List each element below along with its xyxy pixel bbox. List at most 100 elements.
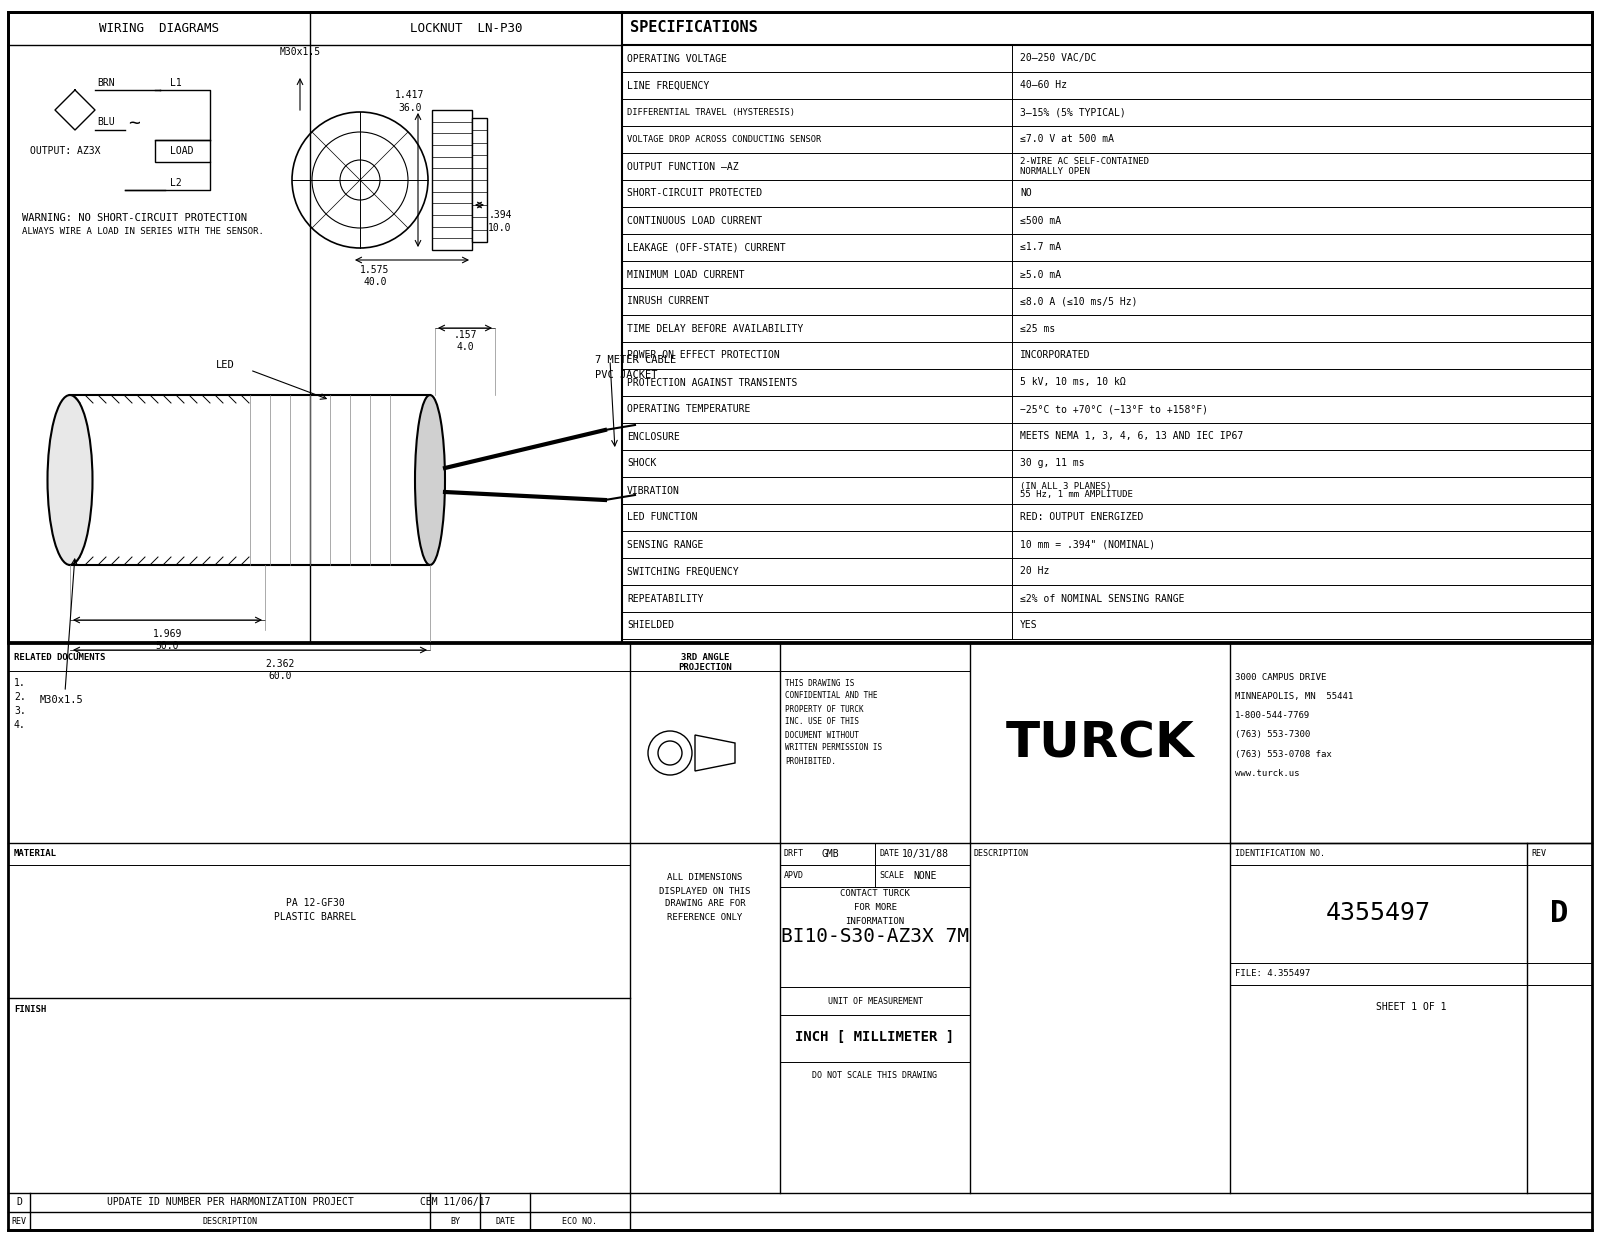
Text: NORMALLY OPEN: NORMALLY OPEN xyxy=(1021,167,1090,176)
Text: MINIMUM LOAD CURRENT: MINIMUM LOAD CURRENT xyxy=(627,270,744,280)
Text: DRFT: DRFT xyxy=(784,850,805,858)
Text: DO NOT SCALE THIS DRAWING: DO NOT SCALE THIS DRAWING xyxy=(813,1070,938,1080)
Text: YES: YES xyxy=(1021,621,1038,631)
Text: 20 Hz: 20 Hz xyxy=(1021,567,1050,576)
Bar xyxy=(155,140,210,162)
Text: ≤7.0 V at 500 mA: ≤7.0 V at 500 mA xyxy=(1021,135,1114,145)
Text: 1-800-544-7769: 1-800-544-7769 xyxy=(1235,711,1310,720)
Text: CONTACT TURCK: CONTACT TURCK xyxy=(840,888,910,898)
Text: CBM 11/06/17: CBM 11/06/17 xyxy=(419,1197,490,1207)
Text: PROJECTION: PROJECTION xyxy=(678,663,731,673)
Text: OUTPUT: AZ3X: OUTPUT: AZ3X xyxy=(30,146,101,156)
Text: LED FUNCTION: LED FUNCTION xyxy=(627,512,698,522)
Text: WRITTEN PERMISSION IS: WRITTEN PERMISSION IS xyxy=(786,743,882,752)
Text: 50.0: 50.0 xyxy=(155,641,179,651)
Text: DISPLAYED ON THIS: DISPLAYED ON THIS xyxy=(659,887,750,896)
Text: REV: REV xyxy=(11,1216,27,1226)
Text: INCORPORATED: INCORPORATED xyxy=(1021,350,1091,360)
Text: FOR MORE: FOR MORE xyxy=(853,903,896,912)
Text: .157: .157 xyxy=(453,330,477,340)
Text: VIBRATION: VIBRATION xyxy=(627,485,680,496)
Text: .394: .394 xyxy=(488,210,512,220)
Text: 30 g, 11 ms: 30 g, 11 ms xyxy=(1021,459,1085,469)
Text: ENCLOSURE: ENCLOSURE xyxy=(627,432,680,442)
Text: SHIELDED: SHIELDED xyxy=(627,621,674,631)
Text: IDENTIFICATION NO.: IDENTIFICATION NO. xyxy=(1235,850,1325,858)
Text: CONFIDENTIAL AND THE: CONFIDENTIAL AND THE xyxy=(786,691,877,700)
Bar xyxy=(472,118,486,242)
Text: INFORMATION: INFORMATION xyxy=(845,917,904,925)
Text: 10.0: 10.0 xyxy=(488,223,512,233)
Text: 40.0: 40.0 xyxy=(363,277,387,287)
Text: ≥5.0 mA: ≥5.0 mA xyxy=(1021,270,1061,280)
Text: ≤8.0 A (≤10 ms/5 Hz): ≤8.0 A (≤10 ms/5 Hz) xyxy=(1021,297,1138,307)
Text: 3000 CAMPUS DRIVE: 3000 CAMPUS DRIVE xyxy=(1235,673,1326,683)
Text: ALL DIMENSIONS: ALL DIMENSIONS xyxy=(667,873,742,882)
Text: VOLTAGE DROP ACROSS CONDUCTING SENSOR: VOLTAGE DROP ACROSS CONDUCTING SENSOR xyxy=(627,135,821,143)
Text: OPERATING VOLTAGE: OPERATING VOLTAGE xyxy=(627,53,726,63)
Text: ≤2% of NOMINAL SENSING RANGE: ≤2% of NOMINAL SENSING RANGE xyxy=(1021,594,1184,604)
Text: THIS DRAWING IS: THIS DRAWING IS xyxy=(786,679,854,688)
Text: −25°C to +70°C (−13°F to +158°F): −25°C to +70°C (−13°F to +158°F) xyxy=(1021,404,1208,414)
Text: FINISH: FINISH xyxy=(14,1004,46,1013)
Text: RED: OUTPUT ENERGIZED: RED: OUTPUT ENERGIZED xyxy=(1021,512,1144,522)
Text: BRN: BRN xyxy=(98,78,115,88)
Bar xyxy=(432,110,472,250)
Text: DESCRIPTION: DESCRIPTION xyxy=(974,850,1029,858)
Text: REFERENCE ONLY: REFERENCE ONLY xyxy=(667,913,742,922)
Text: WARNING: NO SHORT-CIRCUIT PROTECTION: WARNING: NO SHORT-CIRCUIT PROTECTION xyxy=(22,213,246,223)
Text: SWITCHING FREQUENCY: SWITCHING FREQUENCY xyxy=(627,567,739,576)
Text: DOCUMENT WITHOUT: DOCUMENT WITHOUT xyxy=(786,731,859,740)
Text: INC. USE OF THIS: INC. USE OF THIS xyxy=(786,717,859,726)
Text: (763) 553-0708 fax: (763) 553-0708 fax xyxy=(1235,750,1331,758)
Text: 1.: 1. xyxy=(14,678,26,688)
Text: OUTPUT FUNCTION –AZ: OUTPUT FUNCTION –AZ xyxy=(627,162,739,172)
Text: BLU: BLU xyxy=(98,118,115,127)
Text: PROPERTY OF TURCK: PROPERTY OF TURCK xyxy=(786,705,864,714)
Text: MINNEAPOLIS, MN  55441: MINNEAPOLIS, MN 55441 xyxy=(1235,693,1354,701)
Ellipse shape xyxy=(414,395,445,565)
Text: SHOCK: SHOCK xyxy=(627,459,656,469)
Text: DATE: DATE xyxy=(494,1216,515,1226)
Text: ≤1.7 mA: ≤1.7 mA xyxy=(1021,242,1061,252)
Text: DATE: DATE xyxy=(878,850,899,858)
Text: LED: LED xyxy=(216,360,235,370)
Text: ALWAYS WIRE A LOAD IN SERIES WITH THE SENSOR.: ALWAYS WIRE A LOAD IN SERIES WITH THE SE… xyxy=(22,228,264,236)
Text: REPEATABILITY: REPEATABILITY xyxy=(627,594,704,604)
Text: OPERATING TEMPERATURE: OPERATING TEMPERATURE xyxy=(627,404,750,414)
Text: 3–15% (5% TYPICAL): 3–15% (5% TYPICAL) xyxy=(1021,108,1126,118)
Text: MATERIAL: MATERIAL xyxy=(14,850,58,858)
Text: SCALE: SCALE xyxy=(878,872,904,881)
Text: 10/31/88: 10/31/88 xyxy=(901,849,949,858)
Text: SPECIFICATIONS: SPECIFICATIONS xyxy=(630,21,758,36)
Text: RELATED DOCUMENTS: RELATED DOCUMENTS xyxy=(14,652,106,662)
Text: SENSING RANGE: SENSING RANGE xyxy=(627,539,704,549)
Text: LOAD: LOAD xyxy=(170,146,194,156)
Text: DRAWING ARE FOR: DRAWING ARE FOR xyxy=(664,899,746,908)
Text: APVD: APVD xyxy=(784,872,805,881)
Text: 4.0: 4.0 xyxy=(456,341,474,353)
Text: POWER-ON EFFECT PROTECTION: POWER-ON EFFECT PROTECTION xyxy=(627,350,779,360)
Text: BY: BY xyxy=(450,1216,461,1226)
Text: 2.: 2. xyxy=(14,691,26,703)
Text: MEETS NEMA 1, 3, 4, 6, 13 AND IEC IP67: MEETS NEMA 1, 3, 4, 6, 13 AND IEC IP67 xyxy=(1021,432,1243,442)
Text: FILE: 4.355497: FILE: 4.355497 xyxy=(1235,970,1310,978)
Text: PVC JACKET: PVC JACKET xyxy=(595,370,658,380)
Text: BI10-S30-AZ3X 7M: BI10-S30-AZ3X 7M xyxy=(781,928,970,946)
Text: NO: NO xyxy=(1021,188,1032,198)
Text: TIME DELAY BEFORE AVAILABILITY: TIME DELAY BEFORE AVAILABILITY xyxy=(627,324,803,334)
Text: www.turck.us: www.turck.us xyxy=(1235,768,1299,778)
Text: CONTINUOUS LOAD CURRENT: CONTINUOUS LOAD CURRENT xyxy=(627,215,762,225)
Text: M30x1.5: M30x1.5 xyxy=(280,47,320,57)
Text: UNIT OF MEASUREMENT: UNIT OF MEASUREMENT xyxy=(827,997,923,1006)
Text: PROTECTION AGAINST TRANSIENTS: PROTECTION AGAINST TRANSIENTS xyxy=(627,377,797,387)
Text: M30x1.5: M30x1.5 xyxy=(40,695,83,705)
Text: (763) 553-7300: (763) 553-7300 xyxy=(1235,731,1310,740)
Text: 10 mm = .394" (NOMINAL): 10 mm = .394" (NOMINAL) xyxy=(1021,539,1155,549)
Text: DESCRIPTION: DESCRIPTION xyxy=(203,1216,258,1226)
Text: 5 kV, 10 ms, 10 kΩ: 5 kV, 10 ms, 10 kΩ xyxy=(1021,377,1126,387)
Text: D: D xyxy=(16,1197,22,1207)
Text: LINE FREQUENCY: LINE FREQUENCY xyxy=(627,80,709,90)
Text: TURCK: TURCK xyxy=(1006,719,1194,767)
Text: LEAKAGE (OFF-STATE) CURRENT: LEAKAGE (OFF-STATE) CURRENT xyxy=(627,242,786,252)
